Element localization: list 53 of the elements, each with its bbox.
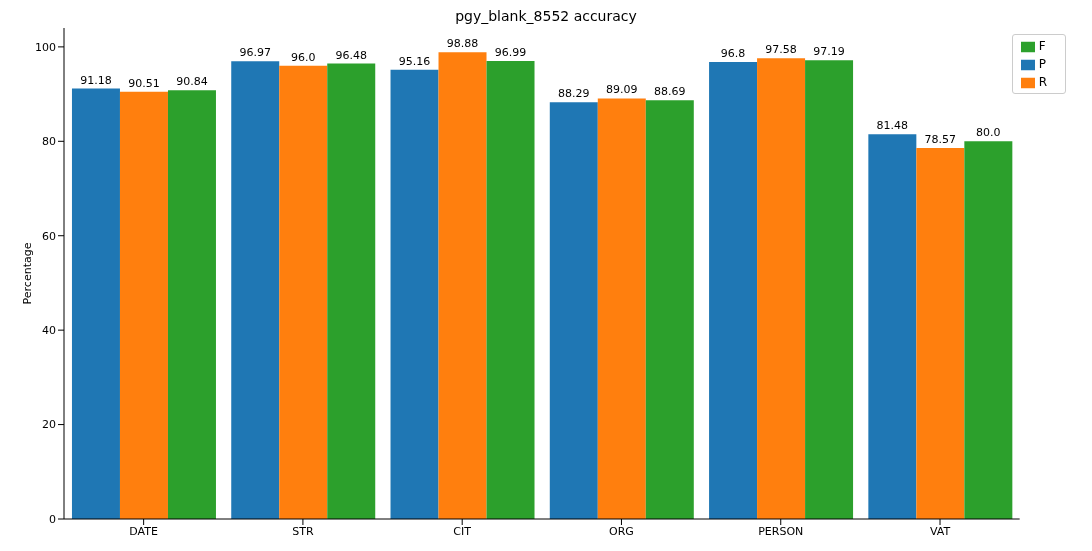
y-tick-label: 40	[42, 324, 56, 338]
bar	[805, 60, 854, 519]
y-tick-label: 60	[42, 229, 56, 243]
bar	[390, 69, 439, 519]
data-label: 96.0	[290, 50, 316, 64]
data-label: 90.84	[176, 75, 208, 89]
x-tick-label: VAT	[929, 524, 951, 538]
bar	[167, 90, 216, 519]
data-label: 97.19	[813, 45, 845, 59]
bar	[486, 61, 535, 519]
x-tick-label: STR	[292, 524, 314, 538]
bar	[279, 65, 328, 519]
data-label: 90.51	[128, 76, 160, 90]
bar	[757, 58, 806, 519]
data-label: 96.99	[494, 46, 527, 60]
legend-label: P	[1038, 57, 1046, 71]
data-label: 98.88	[446, 37, 479, 51]
y-tick-label: 0	[49, 512, 56, 526]
bar	[709, 61, 758, 519]
bar	[327, 63, 376, 519]
data-label: 81.48	[876, 119, 909, 133]
bar	[645, 100, 694, 519]
y-tick-label: 20	[42, 418, 56, 432]
data-label: 95.16	[398, 54, 431, 68]
data-label: 96.48	[335, 48, 367, 62]
x-tick-label: ORG	[609, 524, 634, 538]
bar	[438, 52, 487, 519]
bar	[597, 98, 646, 519]
bar	[71, 88, 120, 519]
chart-title: pgy_blank_8552 accuracy	[454, 8, 638, 26]
y-tick-label: 100	[35, 40, 56, 54]
x-tick-label: CIT	[453, 524, 472, 538]
bar	[231, 61, 280, 519]
bar	[868, 134, 917, 519]
bar	[964, 141, 1013, 519]
bar	[549, 102, 598, 519]
bar	[119, 91, 168, 519]
data-label: 80.0	[976, 126, 1001, 140]
x-tick-label: PERSON	[758, 524, 804, 538]
data-label: 88.29	[558, 87, 590, 101]
data-label: 97.58	[765, 43, 797, 57]
y-tick-label: 80	[42, 135, 56, 149]
legend-label: F	[1038, 39, 1046, 53]
x-tick-label: DATE	[129, 524, 158, 538]
data-label: 96.97	[239, 46, 271, 60]
data-label: 96.8	[720, 46, 746, 60]
data-label: 89.09	[606, 83, 638, 97]
data-label: 78.57	[924, 133, 957, 147]
y-axis-title: Percentage	[20, 242, 34, 305]
legend-label: R	[1038, 75, 1047, 89]
data-label: 88.69	[654, 85, 686, 99]
data-label: 91.18	[80, 73, 112, 87]
bar	[916, 148, 965, 519]
